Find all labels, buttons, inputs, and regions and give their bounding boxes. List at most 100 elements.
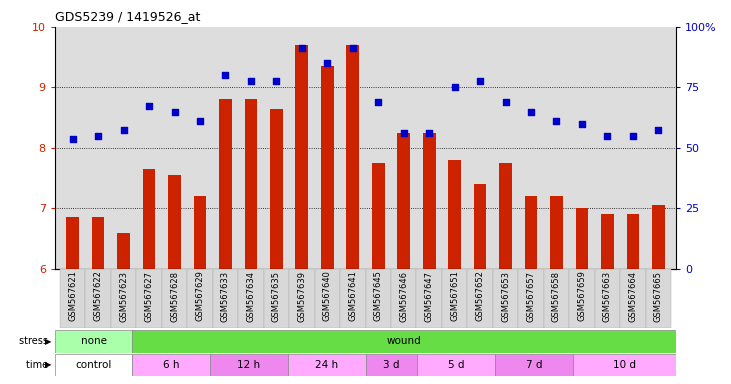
Bar [55,330,132,353]
Bar [495,354,572,376]
Text: GSM567651: GSM567651 [450,271,459,321]
Text: 7 d: 7 d [526,360,542,370]
Bar [595,269,620,328]
Bar [652,205,664,269]
Bar [645,269,671,328]
Point [474,78,486,84]
Bar [211,354,288,376]
Point [92,133,104,139]
Bar [132,354,211,376]
Point [270,78,282,84]
Bar [321,66,333,269]
Text: GSM567633: GSM567633 [221,271,230,322]
Text: GDS5239 / 1419526_at: GDS5239 / 1419526_at [55,10,200,23]
Text: ▶: ▶ [45,360,51,369]
Text: GSM567641: GSM567641 [348,271,357,321]
Text: stress: stress [19,336,51,346]
Bar [518,269,544,328]
Bar [366,354,417,376]
Text: GSM567634: GSM567634 [246,271,255,321]
Point [500,99,512,106]
Bar [474,184,486,269]
Bar [346,45,359,269]
Text: GSM567652: GSM567652 [476,271,485,321]
Bar [423,133,436,269]
Bar [289,269,314,328]
Bar [544,269,569,328]
Bar [569,269,595,328]
Bar [295,45,308,269]
Point [143,103,155,109]
Text: 12 h: 12 h [238,360,260,370]
Point [194,118,206,124]
Text: GSM567646: GSM567646 [399,271,408,321]
Bar [467,269,493,328]
Bar [417,269,442,328]
Text: GSM567658: GSM567658 [552,271,561,321]
Text: GSM567639: GSM567639 [298,271,306,321]
Bar [264,269,289,328]
Text: GSM567635: GSM567635 [272,271,281,321]
Point [653,127,664,133]
Bar [143,169,156,269]
Text: GSM567628: GSM567628 [170,271,179,321]
Text: GSM567657: GSM567657 [526,271,536,321]
Text: 6 h: 6 h [163,360,180,370]
Bar [391,269,417,328]
Point [219,72,231,78]
Bar [288,354,366,376]
Bar [55,354,132,376]
Text: 10 d: 10 d [613,360,636,370]
Point [525,109,537,115]
Bar [525,196,537,269]
Bar [448,160,461,269]
Point [322,60,333,66]
Bar [366,269,391,328]
Bar [136,269,162,328]
Bar [187,269,213,328]
Text: 5 d: 5 d [448,360,464,370]
Text: 3 d: 3 d [383,360,400,370]
Bar [372,163,385,269]
Text: GSM567622: GSM567622 [94,271,102,321]
Bar [245,99,257,269]
Text: time: time [26,360,51,370]
Text: GSM567665: GSM567665 [654,271,663,321]
Bar [111,269,136,328]
Bar [162,269,187,328]
Text: GSM567627: GSM567627 [145,271,154,321]
Text: 24 h: 24 h [315,360,338,370]
Bar [314,269,340,328]
Bar [213,269,238,328]
Bar [340,269,366,328]
Text: GSM567647: GSM567647 [425,271,433,321]
Text: GSM567664: GSM567664 [629,271,637,321]
Text: GSM567623: GSM567623 [119,271,128,321]
Point [627,133,639,139]
Bar [626,214,639,269]
Point [372,99,384,106]
Bar [132,330,676,353]
Bar [572,354,676,376]
Point [423,130,435,136]
Bar [194,196,206,269]
Point [347,45,359,51]
Bar [238,269,264,328]
Bar [92,217,105,269]
Bar [86,269,111,328]
Point [550,118,562,124]
Text: GSM567621: GSM567621 [68,271,77,321]
Bar [60,269,86,328]
Bar [550,196,563,269]
Bar [620,269,645,328]
Bar [601,214,614,269]
Bar [442,269,467,328]
Text: none: none [80,336,107,346]
Point [296,45,308,51]
Text: GSM567663: GSM567663 [603,271,612,322]
Text: GSM567640: GSM567640 [323,271,332,321]
Bar [575,208,588,269]
Text: ▶: ▶ [45,337,51,346]
Bar [270,109,283,269]
Text: control: control [75,360,112,370]
